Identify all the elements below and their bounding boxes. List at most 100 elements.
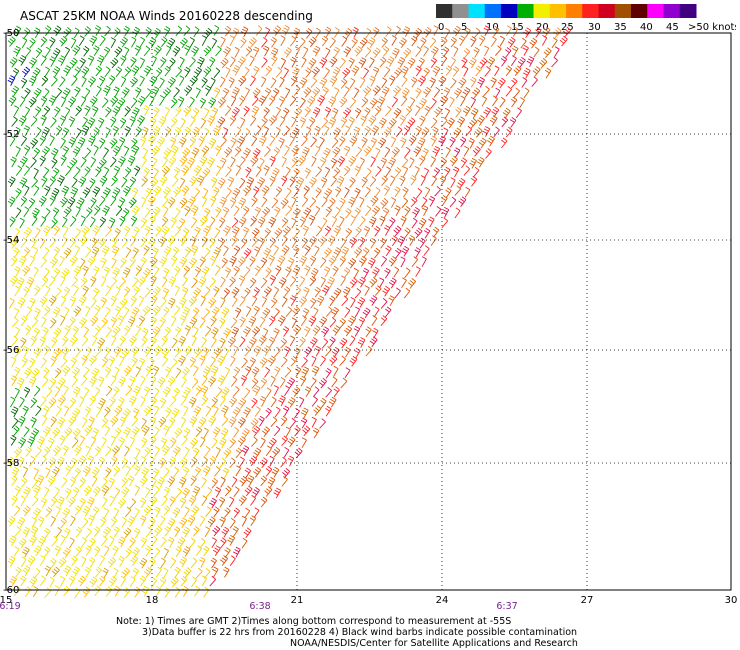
wind-barb — [269, 156, 276, 167]
wind-barb — [184, 506, 190, 518]
wind-barb — [183, 25, 191, 37]
wind-barb — [339, 197, 346, 209]
wind-barb — [213, 87, 221, 99]
wind-barb — [414, 27, 422, 39]
wind-barb — [97, 117, 105, 129]
wind-barb — [127, 515, 136, 527]
wind-barb — [278, 395, 286, 407]
wind-barb — [55, 125, 63, 136]
wind-barb — [144, 566, 152, 578]
wind-barb — [381, 77, 388, 89]
wind-barb — [14, 326, 21, 338]
wind-barb — [440, 36, 448, 48]
wind-barb — [157, 376, 166, 388]
wind-barb — [321, 338, 329, 349]
longitude-label: 15 — [0, 595, 12, 606]
wind-barb — [141, 467, 149, 478]
wind-barb — [200, 385, 209, 397]
wind-barb — [343, 165, 351, 177]
wind-barb — [83, 326, 90, 338]
wind-barb — [202, 167, 211, 178]
wind-barb — [141, 196, 147, 208]
wind-barb — [61, 477, 68, 488]
wind-barb — [365, 345, 373, 357]
wind-barb — [349, 237, 358, 248]
wind-barb — [169, 496, 176, 507]
wind-barb — [472, 145, 481, 157]
wind-barb — [229, 555, 236, 567]
wind-barb — [105, 106, 112, 118]
wind-barb — [39, 155, 46, 167]
wind-barb — [358, 57, 367, 68]
wind-barb — [131, 306, 140, 318]
wind-barb — [348, 116, 355, 128]
wind-barb — [233, 265, 240, 277]
wind-barb — [84, 425, 93, 437]
wind-barb — [343, 46, 352, 57]
wind-barb — [153, 45, 162, 56]
wind-barb — [218, 217, 226, 228]
wind-barb — [312, 45, 321, 57]
wind-barb — [250, 155, 259, 167]
wind-barb — [305, 67, 312, 79]
wind-barb — [439, 175, 447, 187]
wind-barb — [189, 416, 198, 427]
wind-barb — [240, 26, 249, 38]
wind-barb — [114, 366, 120, 378]
wind-barb — [404, 206, 411, 217]
wind-barb — [153, 185, 162, 197]
wind-barb — [361, 96, 369, 108]
wind-barb — [403, 166, 409, 177]
wind-barb — [562, 26, 572, 38]
wind-barb — [293, 85, 301, 96]
wind-barb — [323, 247, 332, 259]
wind-barb — [333, 27, 340, 38]
wind-barb — [84, 406, 92, 418]
wind-barb — [230, 376, 238, 387]
wind-barb — [161, 196, 169, 207]
wind-barb — [129, 537, 136, 548]
wind-barb — [411, 256, 419, 267]
wind-barb — [354, 306, 361, 318]
wind-barb — [85, 306, 91, 317]
wind-barb — [142, 126, 149, 138]
wind-barb — [243, 185, 252, 197]
wind-barb — [325, 206, 333, 218]
wind-barb — [212, 566, 219, 578]
wind-barb — [150, 375, 157, 387]
wind-barb — [220, 555, 229, 566]
wind-barb — [231, 476, 238, 488]
wind-barb — [391, 146, 400, 158]
wind-barb — [374, 187, 381, 198]
wind-barb — [271, 167, 280, 179]
wind-barb — [203, 207, 211, 219]
wind-barb — [49, 236, 57, 248]
wind-barb — [174, 346, 182, 358]
wind-barb — [363, 145, 372, 157]
wind-barb — [258, 135, 267, 147]
wind-barb — [89, 178, 96, 189]
wind-barb — [56, 496, 65, 508]
wind-barb — [559, 35, 568, 47]
wind-barb — [96, 54, 105, 66]
wind-barb — [419, 115, 426, 127]
wind-barb — [208, 297, 217, 309]
wind-barb — [16, 277, 25, 289]
wind-barb — [407, 57, 416, 69]
wind-barb — [149, 416, 157, 428]
wind-barb — [370, 195, 379, 207]
wind-barb — [363, 247, 370, 258]
wind-barb — [189, 537, 196, 549]
legend-tick-label: >50 knots — [688, 22, 736, 33]
wind-barb — [203, 187, 209, 199]
wind-barb — [219, 196, 227, 208]
wind-barb — [63, 225, 69, 237]
wind-barb — [162, 445, 170, 456]
wind-barb — [51, 466, 60, 478]
wind-barb — [303, 87, 312, 98]
wind-barb — [39, 237, 46, 249]
wind-barb — [223, 225, 231, 236]
wind-barb — [22, 526, 30, 538]
wind-barb — [30, 525, 39, 537]
wind-barb — [139, 476, 148, 487]
